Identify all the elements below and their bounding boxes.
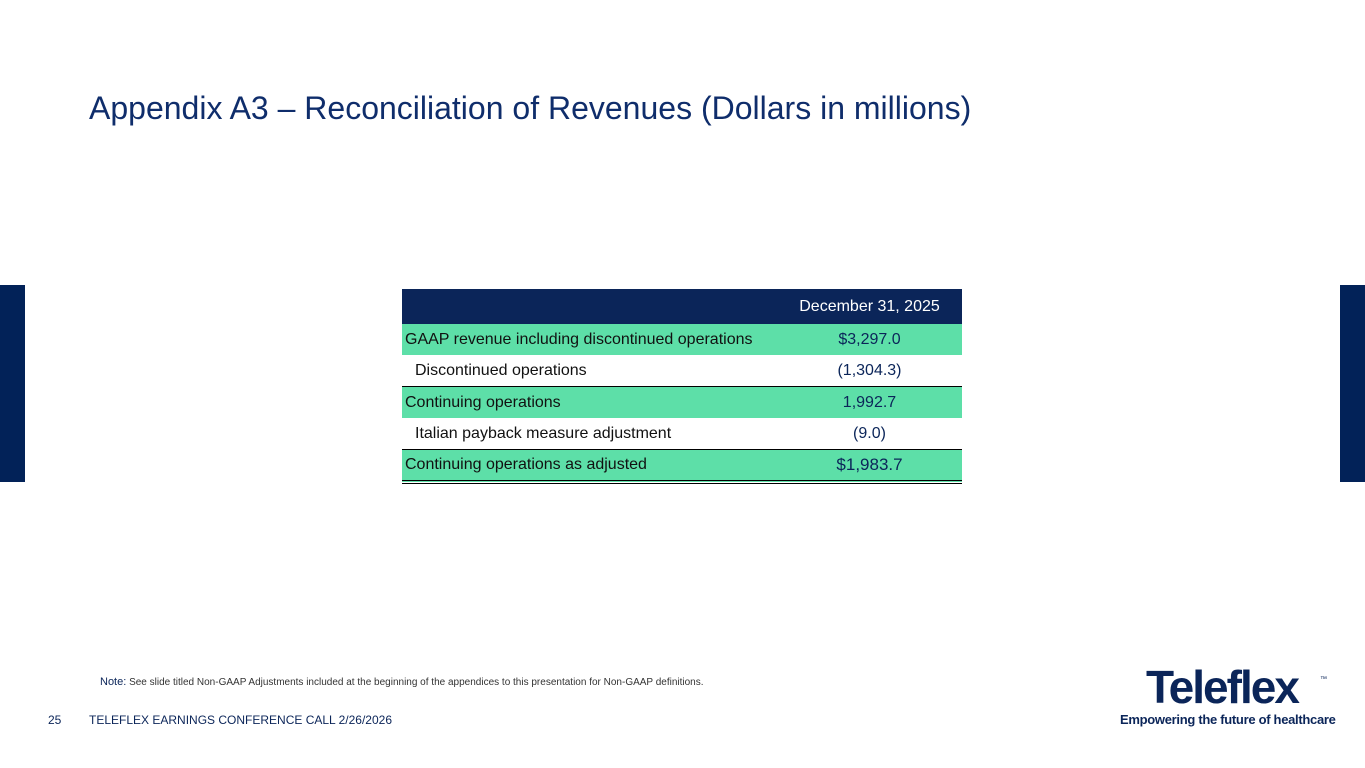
row-value: 1,992.7 [769, 386, 962, 418]
footnote-label: Note: [100, 676, 127, 688]
row-value: (1,304.3) [837, 361, 902, 379]
company-logo: Teleflex ™ Empowering the future of heal… [1118, 660, 1336, 732]
row-value: $3,297.0 [769, 324, 962, 355]
table-row: GAAP revenue including discontinued oper… [402, 324, 962, 355]
row-value: $1,983.7 [769, 449, 962, 484]
header-period: December 31, 2025 [769, 289, 962, 324]
page-number: 25 [48, 713, 62, 727]
footnote: Note: See slide titled Non-GAAP Adjustme… [100, 676, 704, 688]
table-row-total: Continuing operations as adjusted $1,983… [402, 449, 962, 484]
left-accent-bar [0, 285, 25, 482]
table-row: Discontinued operations (1,304.3) [402, 355, 962, 387]
trademark-symbol: ™ [1320, 676, 1327, 683]
footer-text: TELEFLEX EARNINGS CONFERENCE CALL 2/26/2… [89, 713, 392, 727]
slide-title: Appendix A3 – Reconciliation of Revenues… [89, 90, 972, 126]
table-row: Italian payback measure adjustment (9.0) [402, 418, 962, 450]
row-label: GAAP revenue including discontinued oper… [402, 324, 769, 355]
footnote-text: See slide titled Non-GAAP Adjustments in… [129, 677, 704, 688]
row-value: (9.0) [853, 424, 886, 442]
row-label: Italian payback measure adjustment [415, 424, 672, 442]
table-header-row: December 31, 2025 [402, 289, 962, 324]
table-row: Continuing operations 1,992.7 [402, 386, 962, 418]
right-accent-bar [1340, 285, 1365, 482]
logo-wordmark: Teleflex [1146, 661, 1300, 713]
row-label: Continuing operations as adjusted [402, 449, 769, 484]
logo-tagline: Empowering the future of healthcare [1120, 712, 1336, 727]
row-label: Discontinued operations [415, 361, 587, 379]
reconciliation-table: December 31, 2025 GAAP revenue including… [402, 289, 962, 484]
header-label-cell [402, 289, 769, 324]
row-label: Continuing operations [402, 386, 769, 418]
